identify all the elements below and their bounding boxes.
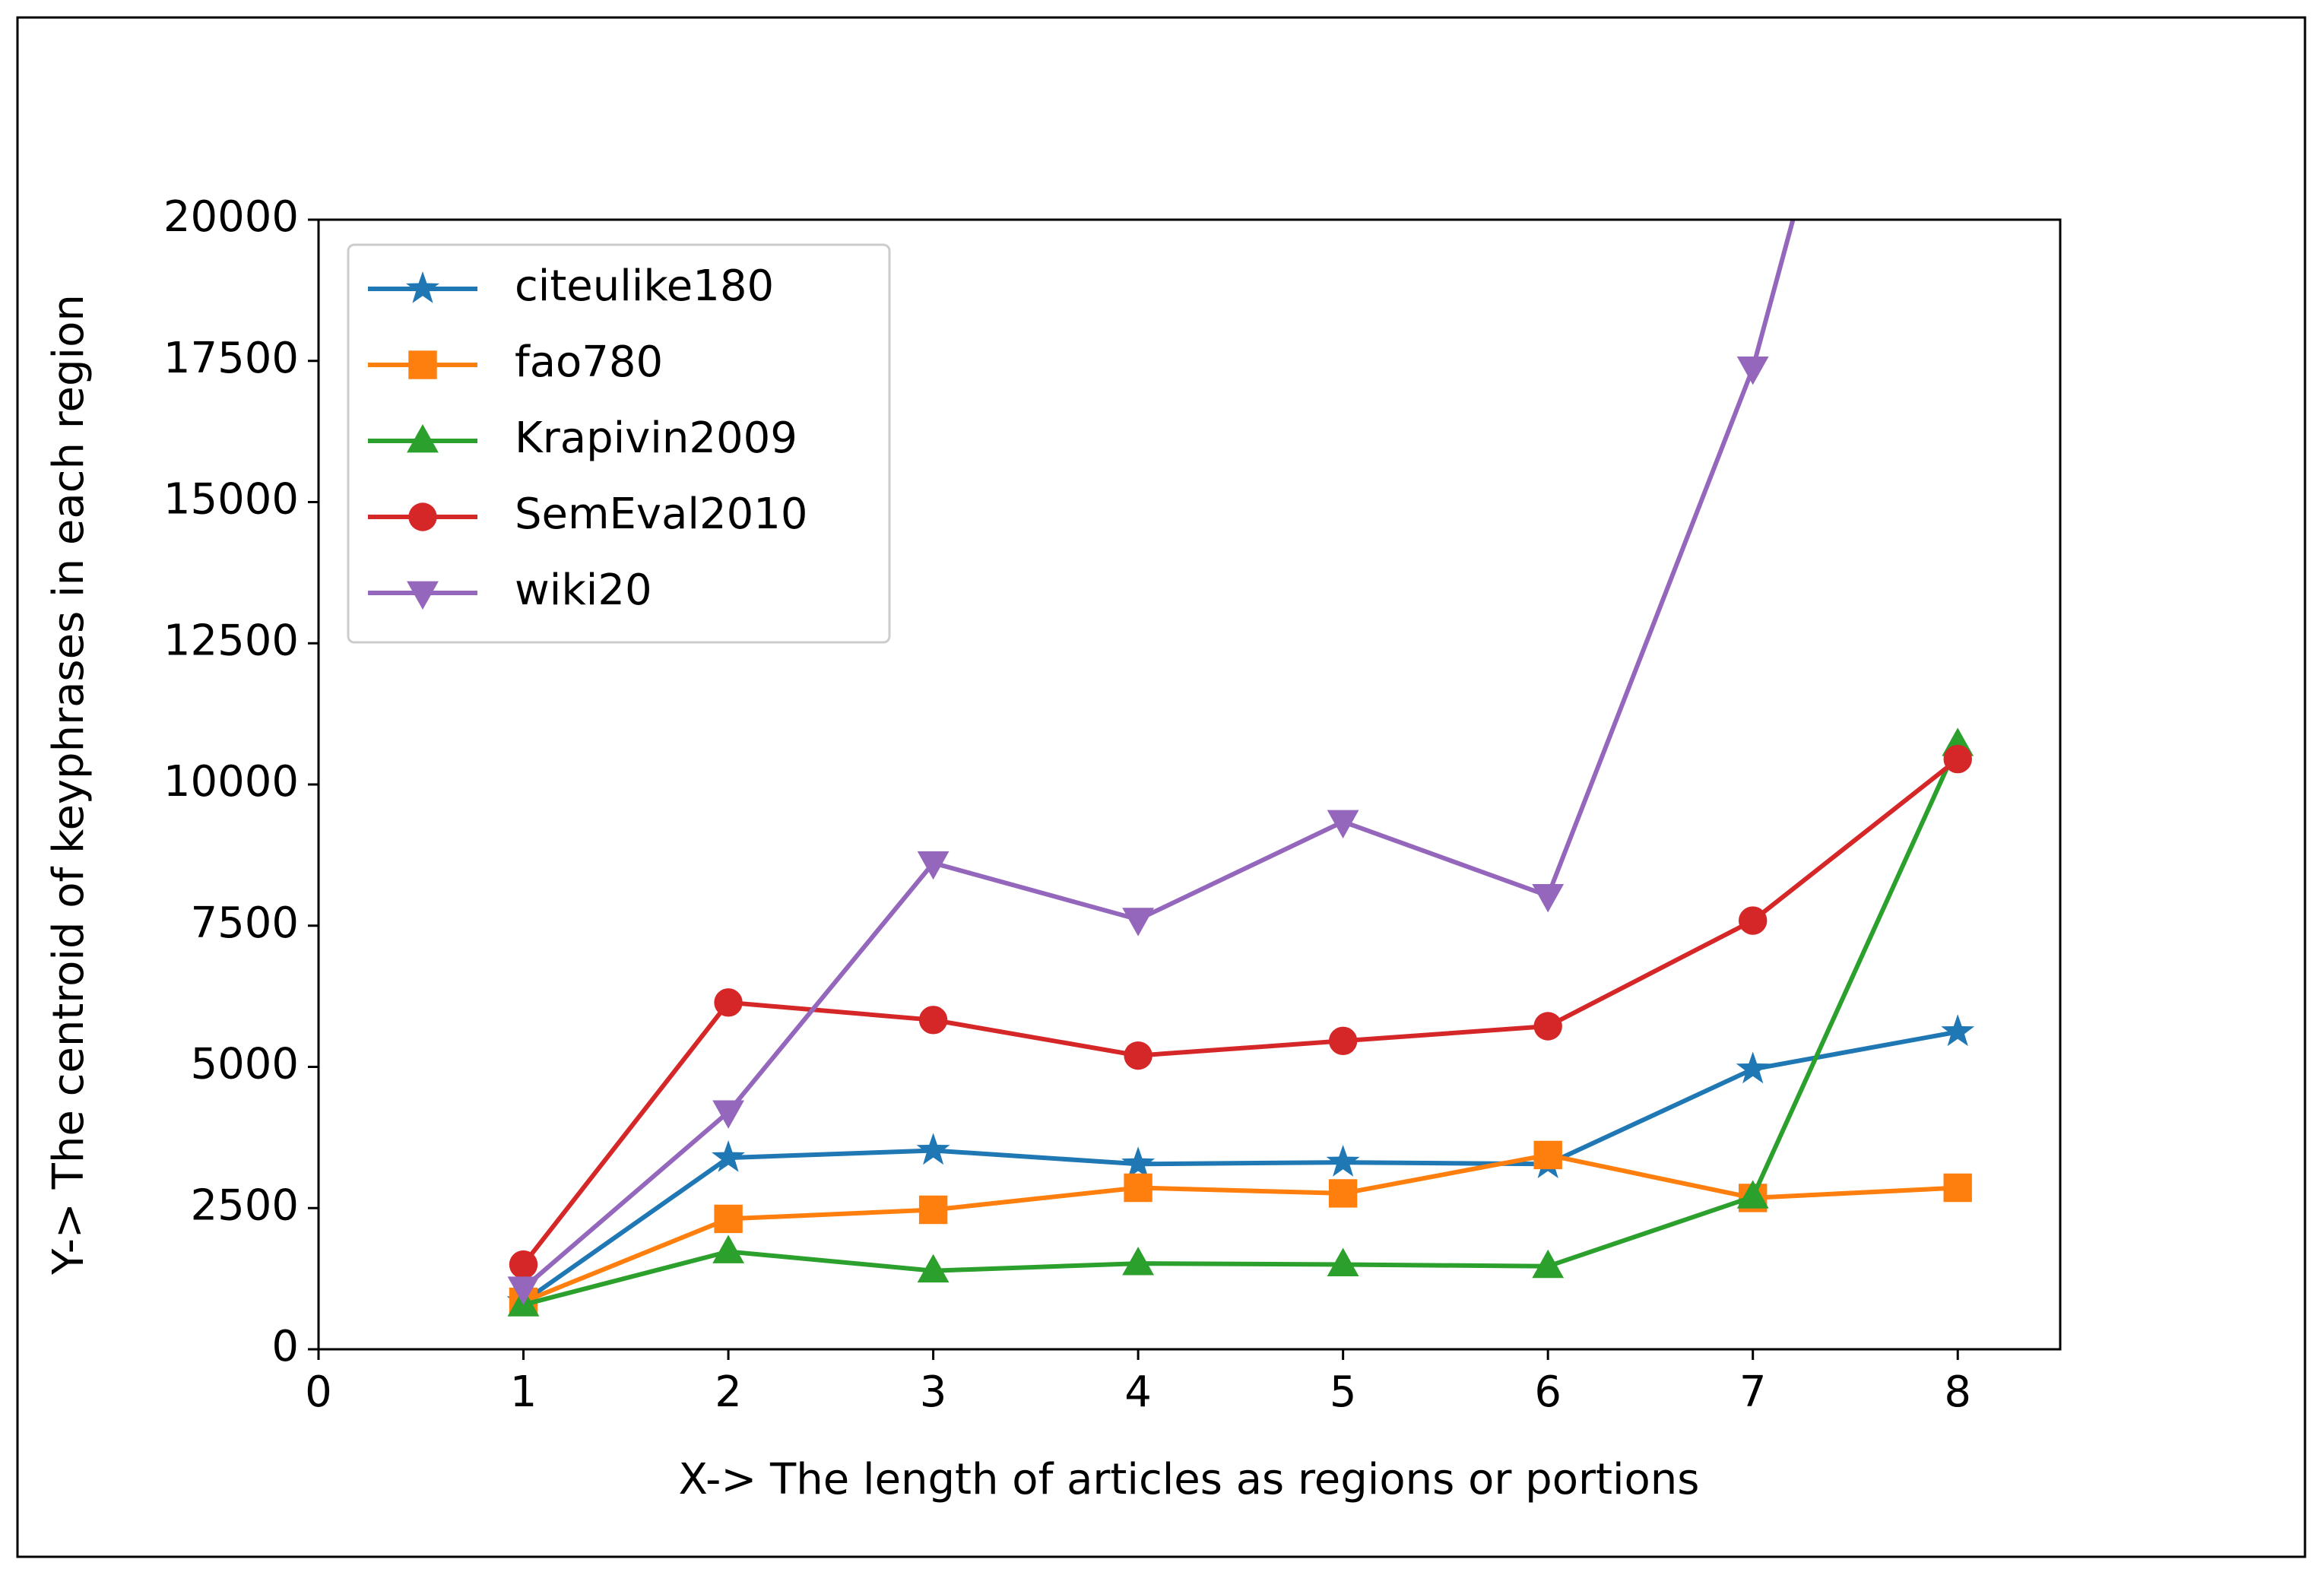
marker — [917, 851, 950, 880]
x-tick-label: 8 — [1944, 1368, 1971, 1417]
marker — [1122, 1247, 1154, 1276]
series-line — [522, 743, 1960, 1307]
marker — [1327, 1247, 1359, 1276]
marker — [1124, 1041, 1152, 1070]
marker — [1328, 1026, 1358, 1056]
y-tick-label: 0 — [271, 1322, 299, 1371]
marker — [712, 1100, 744, 1129]
y-tick-label: 10000 — [163, 757, 299, 807]
series-line — [522, 1029, 1958, 1304]
marker — [916, 1133, 950, 1165]
marker — [1532, 884, 1565, 913]
marker — [509, 1250, 538, 1279]
legend-marker — [407, 424, 439, 453]
marker — [1943, 1173, 1972, 1203]
legend-label: SemEval2010 — [515, 490, 807, 539]
legend-label: fao780 — [515, 338, 663, 387]
marker — [1736, 1051, 1770, 1084]
marker — [1736, 357, 1769, 385]
y-tick-label: 12500 — [163, 616, 299, 665]
y-tick-label: 2500 — [190, 1181, 299, 1230]
x-axis-label: X-> The length of articles as regions or… — [679, 1455, 1700, 1504]
marker — [1533, 1012, 1562, 1041]
marker — [1532, 1249, 1565, 1279]
plot-frame — [317, 218, 2062, 1351]
series-line — [522, 220, 1796, 1291]
marker — [1122, 908, 1154, 937]
marker — [1327, 810, 1359, 838]
marker — [1736, 1180, 1769, 1209]
y-tick-label: 5000 — [190, 1040, 299, 1089]
legend-marker — [408, 502, 437, 531]
legend-label: Krapivin2009 — [515, 414, 797, 463]
series-line — [522, 1152, 1958, 1304]
x-tick-label: 4 — [1124, 1368, 1152, 1417]
legend-label: wiki20 — [515, 566, 652, 615]
legend-label: citeulike180 — [515, 261, 774, 311]
x-tick-label: 5 — [1330, 1368, 1357, 1417]
marker — [714, 988, 743, 1017]
plot-series — [506, 220, 1975, 1317]
marker — [1533, 1140, 1562, 1170]
marker — [1121, 1146, 1156, 1178]
marker — [1943, 744, 1972, 774]
marker — [917, 1253, 950, 1283]
x-tick-label: 7 — [1739, 1368, 1767, 1417]
marker — [1941, 1014, 1975, 1047]
marker — [712, 1140, 745, 1172]
legend-marker — [408, 350, 437, 379]
y-tick-label: 20000 — [163, 192, 299, 242]
legend-box — [347, 243, 891, 644]
x-tick-label: 3 — [920, 1368, 947, 1417]
marker — [1739, 906, 1768, 935]
y-tick-label: 17500 — [163, 334, 299, 383]
y-tick-label: 7500 — [190, 899, 299, 948]
marker — [1326, 1145, 1360, 1177]
marker — [714, 1204, 743, 1234]
x-tick-label: 1 — [510, 1368, 537, 1417]
marker — [1328, 1179, 1358, 1208]
marker — [712, 1234, 744, 1263]
x-tick-label: 6 — [1534, 1368, 1561, 1417]
marker — [918, 1006, 948, 1035]
x-tick-label: 0 — [305, 1368, 332, 1417]
x-tick-label: 2 — [715, 1368, 742, 1417]
marker — [918, 1195, 948, 1225]
legend: citeulike180 fao780 Krapivin2009 SemEval201… — [347, 243, 891, 644]
marker — [507, 1276, 540, 1305]
legend-marker — [406, 271, 439, 303]
y-axis-label: Y-> The centroid of keyphrases in each r… — [44, 294, 94, 1276]
series-line — [522, 757, 1960, 1266]
legend-marker — [407, 581, 439, 610]
marker — [1124, 1173, 1152, 1203]
y-tick-label: 15000 — [163, 475, 299, 525]
outer-frame — [16, 16, 2307, 1558]
